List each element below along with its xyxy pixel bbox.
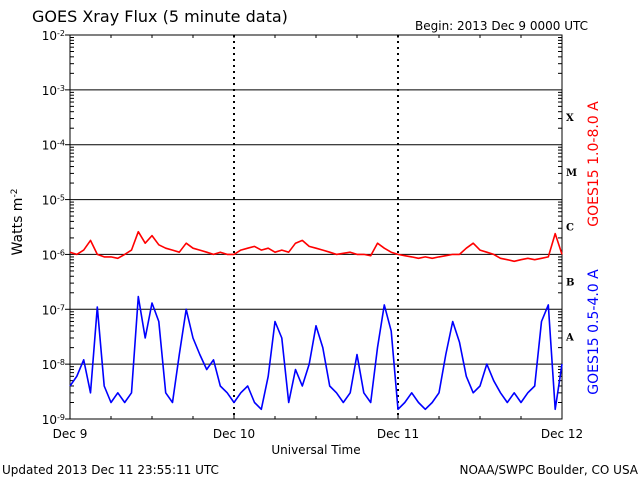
- x-tick-label: Dec 9: [53, 427, 88, 441]
- x-tick-label: Dec 12: [541, 427, 583, 441]
- flare-class-label: M: [566, 168, 577, 179]
- flare-class-label: X: [566, 113, 574, 124]
- y-tick-label: 10-8: [42, 358, 65, 373]
- flare-class-label: B: [566, 278, 574, 289]
- legend-series-long: GOES15 1.0-8.0 A: [586, 101, 602, 227]
- gridlines: [70, 35, 562, 419]
- x-axis-label: Universal Time: [271, 443, 360, 457]
- y-axis-label: Watts m-2: [10, 189, 26, 256]
- x-tick-label: Dec 10: [213, 427, 255, 441]
- series-lines: [69, 230, 563, 411]
- y-tick-label: 10-9: [42, 413, 65, 428]
- flare-class-label: C: [566, 223, 574, 234]
- y-axis-label-exp: -2: [10, 189, 20, 198]
- y-tick-label: 10-3: [42, 83, 65, 98]
- y-axis-ticks: 10-2 10-3 10-4 10-5 10-6 10-7 10-8 10-9: [42, 29, 562, 428]
- plot-border: [69, 34, 563, 420]
- x-tick-label: Dec 11: [377, 427, 419, 441]
- flare-class-labels: X M C B A: [565, 113, 577, 343]
- y-tick-label: 10-4: [42, 138, 65, 153]
- plot-area: [69, 34, 563, 420]
- y-tick-label: 10-5: [42, 193, 65, 208]
- updated-timestamp: Updated 2013 Dec 11 23:55:11 UTC: [2, 463, 219, 477]
- y-axis-label-base: Watts m: [10, 198, 26, 256]
- y-tick-label: 10-7: [42, 303, 65, 318]
- series-line: [69, 295, 563, 411]
- credit-text: NOAA/SWPC Boulder, CO USA: [460, 463, 639, 477]
- chart-title: GOES Xray Flux (5 minute data): [32, 7, 288, 26]
- x-axis-ticks: Dec 9 Dec 10 Dec 11 Dec 12: [53, 35, 583, 441]
- legend-series-short: GOES15 0.5-4.0 A: [586, 269, 602, 395]
- series-line: [69, 230, 563, 263]
- begin-time: Begin: 2013 Dec 9 0000 UTC: [415, 19, 588, 33]
- y-tick-label: 10-6: [42, 248, 65, 263]
- y-tick-label: 10-2: [42, 29, 65, 44]
- flare-class-label: A: [565, 332, 574, 343]
